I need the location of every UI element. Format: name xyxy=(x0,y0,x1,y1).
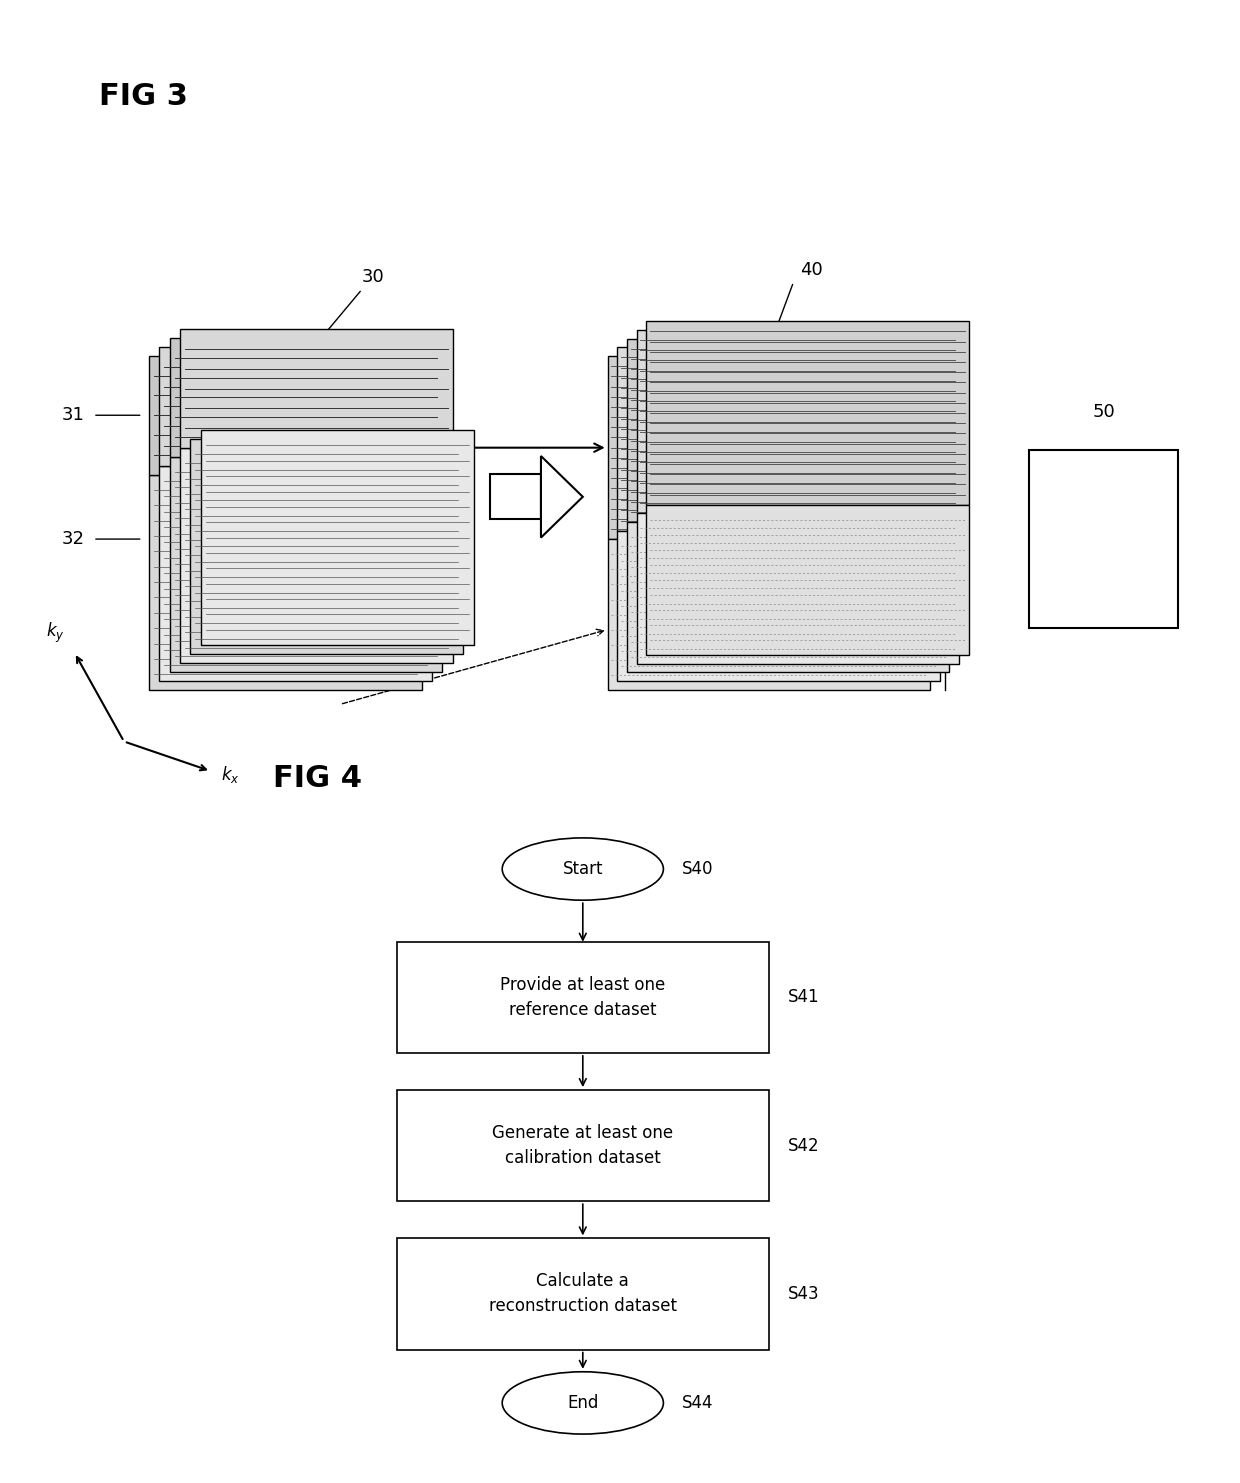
Bar xyxy=(608,540,930,690)
Bar xyxy=(618,531,940,681)
Text: S44: S44 xyxy=(682,1394,713,1412)
Text: S40: S40 xyxy=(682,860,713,878)
Text: $k_x$: $k_x$ xyxy=(221,764,239,785)
Polygon shape xyxy=(541,457,583,537)
Text: S43: S43 xyxy=(787,1284,820,1304)
Bar xyxy=(608,356,930,540)
Bar xyxy=(490,475,541,519)
Text: S41: S41 xyxy=(787,988,820,1007)
Text: End: End xyxy=(567,1394,599,1412)
Text: 31: 31 xyxy=(62,406,84,424)
Bar xyxy=(170,457,443,672)
Bar xyxy=(627,522,950,672)
Bar xyxy=(159,347,432,466)
Bar xyxy=(149,356,422,475)
Bar xyxy=(397,1238,769,1350)
Bar xyxy=(180,448,453,663)
Bar xyxy=(397,942,769,1053)
Text: 32: 32 xyxy=(61,529,84,549)
Ellipse shape xyxy=(502,1372,663,1434)
Text: 34: 34 xyxy=(949,605,972,623)
Text: 50: 50 xyxy=(1092,403,1115,421)
Text: S42: S42 xyxy=(787,1136,820,1155)
Text: FIG 3: FIG 3 xyxy=(99,82,188,111)
Bar xyxy=(618,347,940,531)
Text: Calculate a
reconstruction dataset: Calculate a reconstruction dataset xyxy=(489,1272,677,1315)
Bar xyxy=(397,1090,769,1201)
Bar xyxy=(636,513,959,663)
Bar xyxy=(627,338,950,522)
Bar xyxy=(170,338,443,457)
Ellipse shape xyxy=(502,838,663,900)
Text: Generate at least one
calibration dataset: Generate at least one calibration datase… xyxy=(492,1124,673,1167)
Text: Provide at least one
reference dataset: Provide at least one reference dataset xyxy=(500,976,666,1019)
Bar xyxy=(1030,518,1081,562)
Bar xyxy=(636,329,959,513)
Bar xyxy=(646,504,968,655)
Text: 40: 40 xyxy=(800,261,822,279)
Bar xyxy=(646,322,968,504)
Bar xyxy=(1029,451,1178,629)
Text: 30: 30 xyxy=(362,268,384,286)
Bar xyxy=(201,430,474,645)
Bar xyxy=(191,439,464,654)
Bar xyxy=(159,466,432,681)
Text: 33: 33 xyxy=(949,439,972,457)
Text: $k_y$: $k_y$ xyxy=(46,621,66,645)
Text: FIG 4: FIG 4 xyxy=(273,764,362,793)
Polygon shape xyxy=(1081,498,1123,580)
Text: Start: Start xyxy=(563,860,603,878)
Bar xyxy=(149,475,422,690)
Bar xyxy=(180,329,453,448)
